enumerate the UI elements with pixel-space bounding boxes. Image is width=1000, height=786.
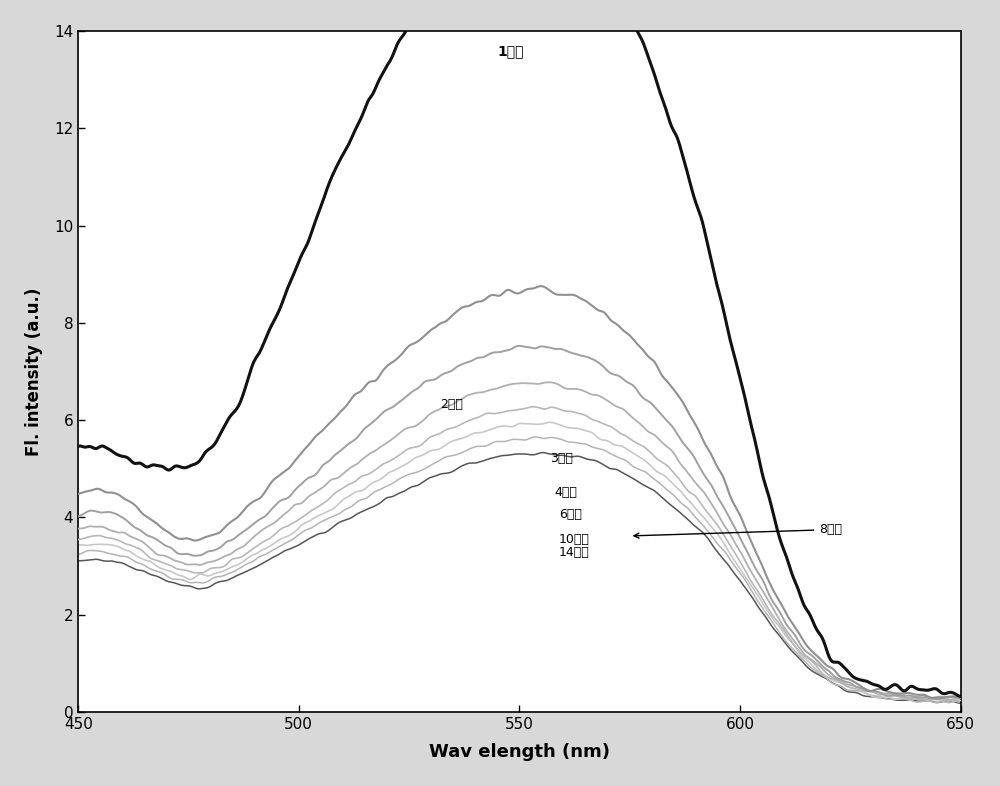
Text: 2分钟: 2分钟 (440, 399, 463, 411)
X-axis label: Wav elength (nm): Wav elength (nm) (429, 743, 610, 761)
Text: 6分钟: 6分钟 (559, 509, 582, 521)
Text: 14分钟: 14分钟 (559, 546, 590, 560)
Text: 1分钟: 1分钟 (497, 44, 524, 57)
Y-axis label: Fl. intensity (a.u.): Fl. intensity (a.u.) (25, 288, 43, 456)
Text: 4分钟: 4分钟 (555, 486, 578, 499)
Text: 8分钟: 8分钟 (634, 523, 842, 538)
Text: 3分钟: 3分钟 (550, 452, 573, 465)
Text: 10分钟: 10分钟 (559, 533, 590, 545)
